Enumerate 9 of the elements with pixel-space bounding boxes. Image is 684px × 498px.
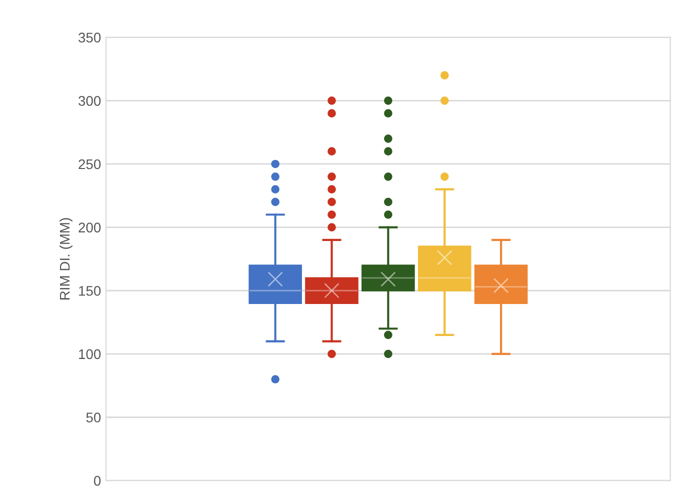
y-axis-title: RIM DI. (MM) bbox=[59, 218, 72, 300]
y-tick-label: 50 bbox=[86, 412, 101, 422]
y-tick-label: 100 bbox=[79, 349, 101, 360]
y-tick-label: 150 bbox=[79, 286, 101, 296]
y-tick-label: 250 bbox=[78, 159, 101, 170]
y-tick-label: 200 bbox=[78, 222, 101, 232]
y-tick-label: 350 bbox=[78, 32, 101, 43]
y-tick-label: 0 bbox=[94, 476, 101, 486]
y-tick-label: 300 bbox=[78, 96, 101, 106]
